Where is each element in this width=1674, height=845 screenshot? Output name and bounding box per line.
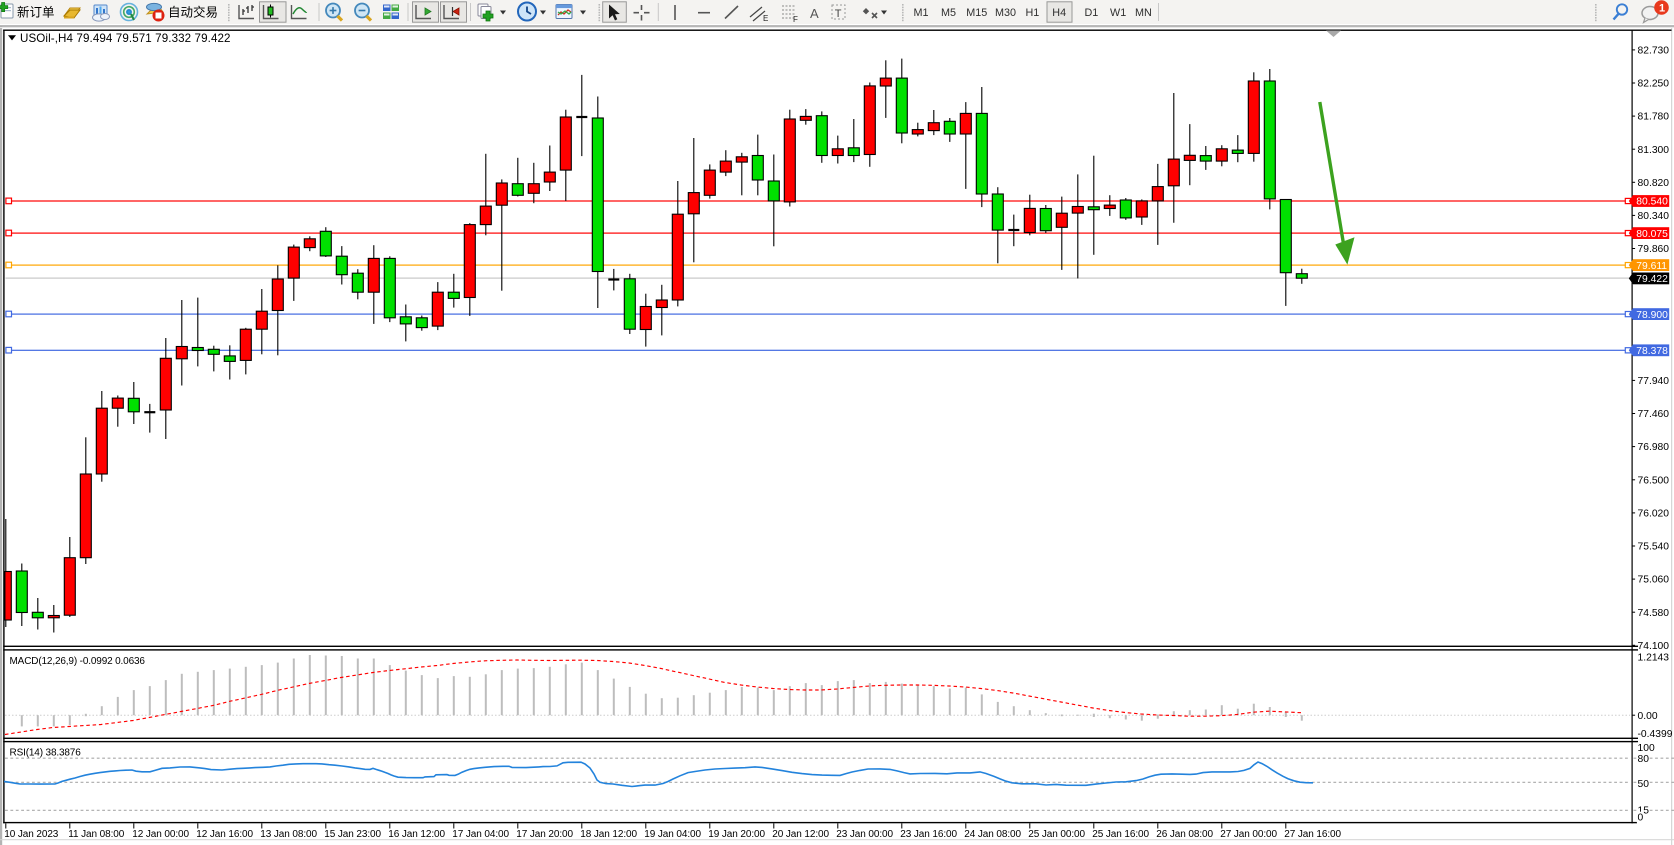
svg-text:80.340: 80.340 bbox=[1638, 211, 1670, 222]
svg-text:M15: M15 bbox=[966, 7, 987, 19]
svg-text:27 Jan 00:00: 27 Jan 00:00 bbox=[1220, 829, 1277, 840]
svg-text:新订单: 新订单 bbox=[17, 5, 55, 20]
svg-text:W1: W1 bbox=[1110, 7, 1126, 19]
svg-text:74.580: 74.580 bbox=[1638, 608, 1670, 619]
svg-text:1: 1 bbox=[1659, 3, 1665, 15]
svg-text:24 Jan 08:00: 24 Jan 08:00 bbox=[964, 829, 1021, 840]
svg-text:25 Jan 16:00: 25 Jan 16:00 bbox=[1092, 829, 1149, 840]
svg-text:D1: D1 bbox=[1085, 7, 1099, 19]
svg-text:17 Jan 04:00: 17 Jan 04:00 bbox=[452, 829, 509, 840]
svg-text:H1: H1 bbox=[1026, 7, 1040, 19]
svg-text:10 Jan 2023: 10 Jan 2023 bbox=[4, 829, 58, 840]
svg-text:81.780: 81.780 bbox=[1638, 112, 1670, 123]
svg-text:75.540: 75.540 bbox=[1638, 542, 1670, 553]
svg-text:76.020: 76.020 bbox=[1638, 509, 1670, 520]
svg-text:M5: M5 bbox=[941, 7, 956, 19]
svg-text:79.611: 79.611 bbox=[1636, 261, 1667, 272]
svg-text:27 Jan 16:00: 27 Jan 16:00 bbox=[1284, 829, 1341, 840]
svg-text:M1: M1 bbox=[914, 7, 929, 19]
svg-text:A: A bbox=[810, 6, 819, 21]
svg-text:自动交易: 自动交易 bbox=[168, 5, 218, 20]
svg-text:80.820: 80.820 bbox=[1638, 178, 1670, 189]
svg-text:12 Jan 16:00: 12 Jan 16:00 bbox=[196, 829, 253, 840]
svg-text:100: 100 bbox=[1638, 743, 1655, 754]
svg-text:76.980: 76.980 bbox=[1638, 442, 1670, 453]
svg-text:74.100: 74.100 bbox=[1638, 641, 1670, 652]
svg-text:15: 15 bbox=[1638, 806, 1650, 817]
svg-text:79.860: 79.860 bbox=[1638, 244, 1670, 255]
svg-text:MACD(12,26,9) -0.0992 0.0636: MACD(12,26,9) -0.0992 0.0636 bbox=[10, 656, 146, 667]
svg-text:50: 50 bbox=[1638, 779, 1650, 790]
svg-text:79.422: 79.422 bbox=[1636, 274, 1668, 285]
svg-text:76.500: 76.500 bbox=[1638, 475, 1670, 486]
svg-text:78.900: 78.900 bbox=[1636, 310, 1668, 321]
svg-text:16 Jan 12:00: 16 Jan 12:00 bbox=[388, 829, 445, 840]
svg-text:T: T bbox=[835, 8, 842, 20]
svg-text:82.730: 82.730 bbox=[1638, 46, 1670, 57]
svg-text:82.250: 82.250 bbox=[1638, 79, 1670, 90]
svg-text:25 Jan 00:00: 25 Jan 00:00 bbox=[1028, 829, 1085, 840]
svg-text:11 Jan 08:00: 11 Jan 08:00 bbox=[68, 829, 124, 840]
svg-text:81.300: 81.300 bbox=[1638, 145, 1670, 156]
svg-text:17 Jan 20:00: 17 Jan 20:00 bbox=[516, 829, 573, 840]
svg-text:19 Jan 04:00: 19 Jan 04:00 bbox=[644, 829, 701, 840]
svg-text:0.00: 0.00 bbox=[1638, 711, 1658, 722]
svg-text:75.060: 75.060 bbox=[1638, 575, 1670, 586]
svg-text:E: E bbox=[763, 14, 768, 23]
svg-text:13 Jan 08:00: 13 Jan 08:00 bbox=[260, 829, 317, 840]
svg-text:15 Jan 23:00: 15 Jan 23:00 bbox=[324, 829, 381, 840]
svg-text:20 Jan 12:00: 20 Jan 12:00 bbox=[772, 829, 829, 840]
svg-text:80: 80 bbox=[1638, 754, 1650, 765]
svg-text:M30: M30 bbox=[995, 7, 1016, 19]
svg-text:MN: MN bbox=[1135, 7, 1152, 19]
svg-text:78.378: 78.378 bbox=[1636, 346, 1668, 357]
svg-text:H4: H4 bbox=[1052, 7, 1066, 19]
svg-text:19 Jan 20:00: 19 Jan 20:00 bbox=[708, 829, 765, 840]
svg-text:77.460: 77.460 bbox=[1638, 409, 1670, 420]
svg-text:80.075: 80.075 bbox=[1636, 229, 1668, 240]
svg-text:18 Jan 12:00: 18 Jan 12:00 bbox=[580, 829, 637, 840]
svg-text:RSI(14) 38.3876: RSI(14) 38.3876 bbox=[10, 748, 82, 759]
svg-text:26 Jan 08:00: 26 Jan 08:00 bbox=[1156, 829, 1213, 840]
svg-text:USOil-,H4 79.494 79.571 79.33: USOil-,H4 79.494 79.571 79.332 79.422 bbox=[20, 32, 231, 45]
svg-text:23 Jan 16:00: 23 Jan 16:00 bbox=[900, 829, 957, 840]
svg-text:12 Jan 00:00: 12 Jan 00:00 bbox=[132, 829, 189, 840]
svg-text:F: F bbox=[793, 15, 798, 24]
svg-text:23 Jan 00:00: 23 Jan 00:00 bbox=[836, 829, 893, 840]
svg-text:77.940: 77.940 bbox=[1638, 376, 1670, 387]
svg-text:1.2143: 1.2143 bbox=[1638, 653, 1670, 664]
svg-text:80.540: 80.540 bbox=[1636, 197, 1668, 208]
svg-text:0: 0 bbox=[1638, 812, 1644, 823]
svg-text:-0.4399: -0.4399 bbox=[1638, 729, 1673, 740]
